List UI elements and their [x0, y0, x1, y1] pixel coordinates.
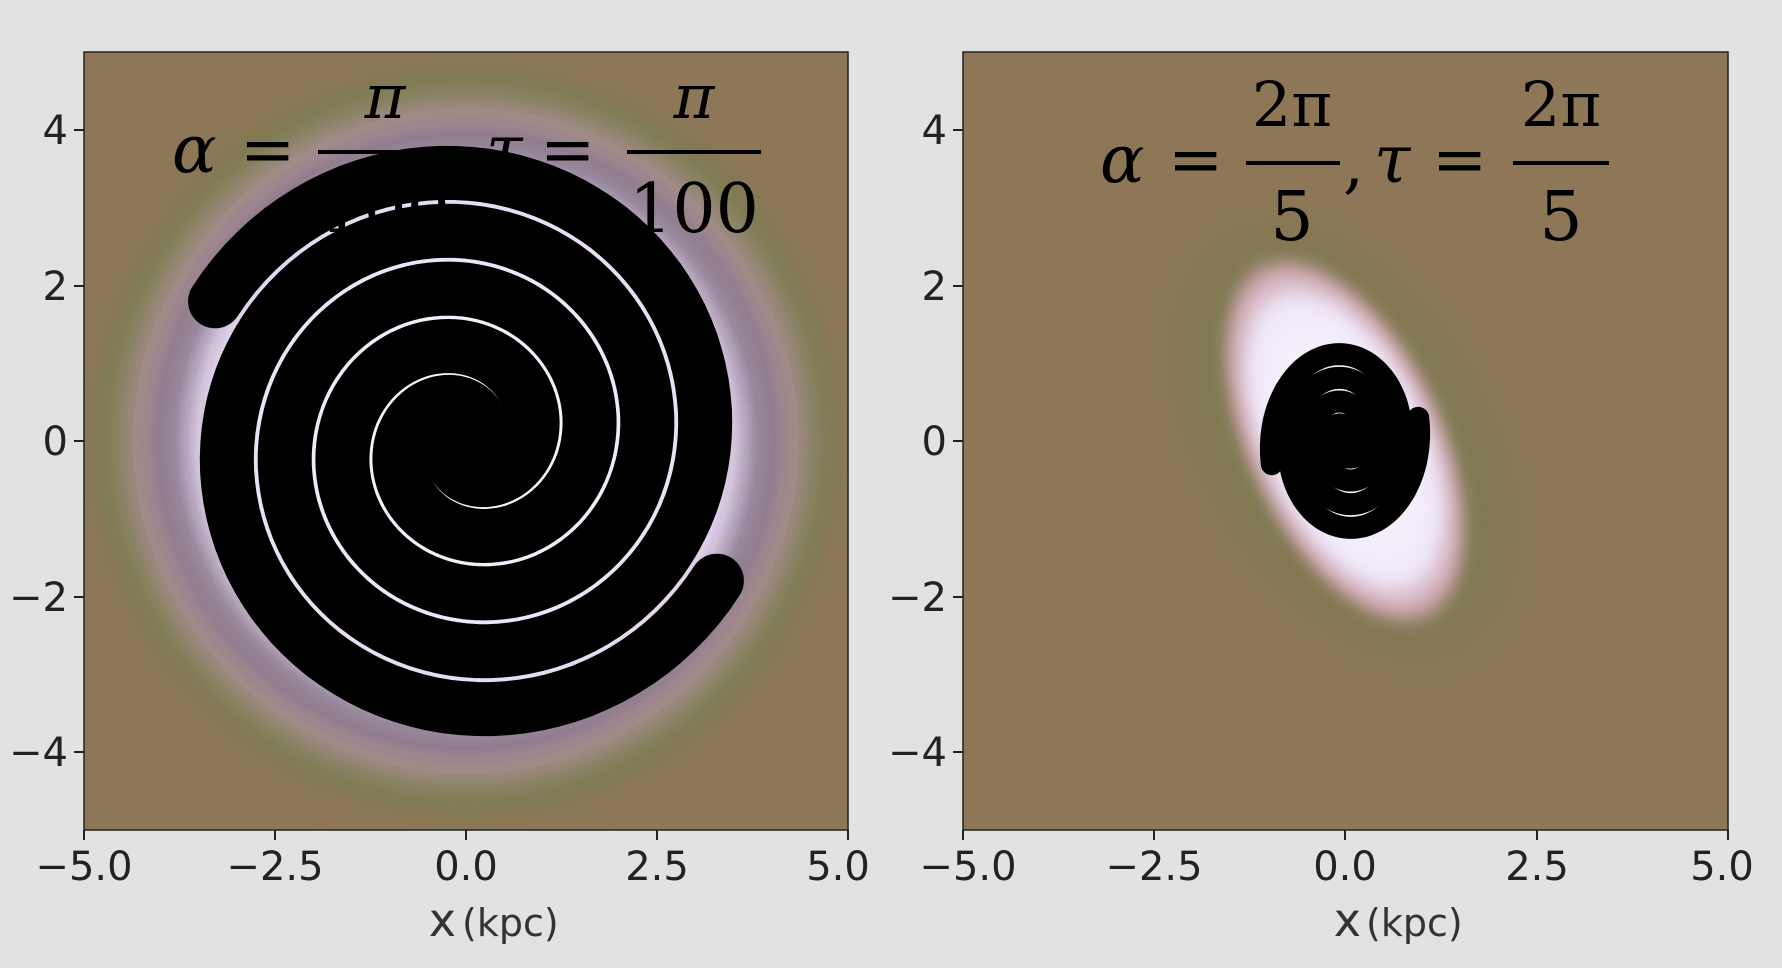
right-ytick-label: 0 [922, 419, 947, 465]
left-y-ticks: 4 2 0 −2 −4 [9, 108, 84, 776]
left-ytick-label: 2 [43, 264, 68, 310]
left-ytick-label: 0 [43, 419, 68, 465]
right-title-alpha: α [1100, 121, 1145, 198]
right-x-ticks: −5.0 −2.5 0.0 2.5 5.0 [919, 830, 1754, 890]
left-dark-arm-1 [188, 145, 733, 679]
left-ytick-label: −4 [9, 730, 68, 776]
left-x-axis-label: x (kpc) [429, 893, 559, 947]
right-title-tau: τ [1374, 121, 1412, 198]
left-spiral-arms [188, 145, 744, 737]
left-heatmap [84, 52, 848, 830]
right-panel: −5.0 −2.5 0.0 2.5 5.0 4 2 0 −2 −4 x (kpc… [888, 51, 1754, 947]
left-x-ticks: −5.0 −2.5 0.0 2.5 5.0 [35, 830, 870, 890]
right-title-comma: , [1343, 125, 1364, 202]
left-title-tau-numerator: π [673, 60, 716, 133]
right-dark-arm-2 [1259, 343, 1413, 516]
right-title-alpha-numerator: 2π [1252, 68, 1332, 141]
left-title-alpha: α [172, 111, 217, 188]
right-title: α = 2π 5 , τ = 2π 5 [1100, 68, 1609, 257]
left-ytick-label: −2 [9, 575, 68, 621]
right-xlabel-unit: (kpc) [1366, 901, 1463, 945]
right-ytick-label: 4 [922, 108, 947, 154]
left-xtick-label: −5.0 [35, 844, 132, 890]
right-ytick-label: −2 [888, 575, 947, 621]
left-xtick-label: −2.5 [226, 844, 323, 890]
right-heatmap [963, 52, 1728, 830]
left-xtick-label: 2.5 [625, 844, 689, 890]
left-title-equals: = [240, 111, 295, 188]
right-xtick-label: −5.0 [919, 844, 1016, 890]
left-navy-rim [146, 121, 786, 761]
left-ytick-label: 4 [43, 108, 68, 154]
left-title-comma: , [455, 115, 476, 192]
right-title-equals: = [1432, 121, 1487, 198]
left-title-equals: = [540, 111, 595, 188]
left-xlabel-unit: (kpc) [462, 901, 559, 945]
right-spiral-arms [1259, 343, 1431, 539]
right-dark-arm-1 [1277, 366, 1431, 539]
right-xtick-label: 2.5 [1505, 844, 1569, 890]
right-ytick-label: 2 [922, 264, 947, 310]
right-y-ticks: 4 2 0 −2 −4 [888, 108, 963, 776]
right-ytick-label: −4 [888, 730, 947, 776]
left-title-tau: τ [486, 111, 524, 188]
left-dark-arm-2 [199, 203, 744, 737]
right-x-axis-label: x (kpc) [1334, 893, 1463, 947]
right-xlabel: x [1334, 893, 1361, 947]
right-title-equals: = [1168, 121, 1223, 198]
left-title: α = π 100 , τ = π 100 [172, 60, 761, 249]
right-xtick-label: −2.5 [1105, 844, 1202, 890]
right-title-tau-numerator: 2π [1521, 68, 1601, 141]
left-title-alpha-numerator: π [364, 60, 407, 133]
left-title-tau-denominator: 100 [629, 170, 759, 249]
left-xtick-label: 0.0 [434, 844, 498, 890]
left-panel: −5.0 −2.5 0.0 2.5 5.0 4 2 0 −2 −4 x (kpc… [9, 51, 870, 947]
right-title-tau-denominator: 5 [1539, 178, 1582, 257]
left-xtick-label: 5.0 [806, 844, 870, 890]
right-xtick-label: 5.0 [1690, 844, 1754, 890]
right-title-alpha-denominator: 5 [1270, 178, 1313, 257]
left-xlabel: x [429, 893, 456, 947]
right-xtick-label: 0.0 [1313, 844, 1377, 890]
left-title-alpha-denominator: 100 [320, 170, 450, 249]
